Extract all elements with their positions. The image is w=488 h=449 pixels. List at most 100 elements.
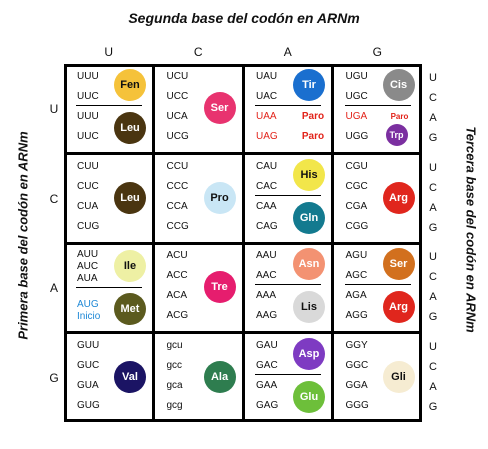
first-base-a: A [49, 281, 58, 295]
codon: CCA [166, 200, 188, 212]
codon: gcu [166, 339, 183, 351]
codon-cell: GGY GGC GGA GGG Gli [333, 333, 421, 421]
grid-vertical-line [331, 64, 334, 422]
codon: AGA [345, 290, 367, 301]
third-base-c: C [429, 92, 437, 104]
separator-line [255, 284, 321, 285]
third-base-u: U [429, 72, 437, 84]
codon-cell: GAU GAC GAA GAG Asp Glu [243, 333, 331, 421]
amino-acid-ile: Ile [114, 250, 146, 282]
codon: CCU [166, 160, 189, 172]
codon-cell: UCU UCC UCA UCG Ser [154, 64, 242, 152]
amino-acid-tir: Tir [293, 69, 325, 101]
amino-acid-cis: Cis [382, 69, 415, 101]
third-base-a: A [429, 201, 437, 214]
third-base-g: G [428, 311, 438, 323]
codon: UUC [77, 131, 99, 142]
codon: GGA [345, 379, 368, 391]
codon: UGC [345, 91, 368, 102]
codon: CAG [256, 220, 278, 232]
codon: UCG [166, 131, 189, 142]
third-base-c: C [429, 271, 437, 283]
stop-label: Paro [390, 112, 409, 121]
codon: ACU [166, 250, 188, 261]
amino-acid-his: His [293, 158, 325, 191]
codon: CGC [345, 180, 368, 192]
codon: CAU [256, 160, 278, 172]
codon-cell: GUU GUC GUA GUG Val [64, 333, 152, 421]
third-base-title: Tercera base del codón en ARNm [463, 126, 479, 333]
codon: UUU [77, 71, 99, 82]
grid-horizontal-line [64, 241, 422, 245]
codon: UCA [166, 111, 188, 122]
separator-line [344, 284, 411, 285]
first-base-title: Primera base del codón en ARNm [15, 131, 31, 340]
third-base-u: U [429, 161, 437, 174]
codon: CAC [256, 180, 278, 192]
third-base-u: U [429, 340, 437, 353]
codon: AUG [77, 299, 99, 310]
third-base-a: A [429, 380, 437, 393]
codon-cell: UAU UAC UAA UAG Paro Paro Tir [243, 64, 331, 152]
codon-cell: CGU CGC CGA CGG Arg [333, 154, 421, 242]
first-base-c: C [49, 191, 59, 206]
codon: AUA [77, 273, 98, 284]
amino-acid-fen: Fen [114, 69, 146, 101]
third-base-a: A [429, 291, 437, 303]
amino-acid-trp: Trp [385, 124, 408, 146]
third-base-a: A [429, 112, 437, 124]
codon: AAG [256, 310, 278, 321]
codon: UUC [77, 91, 99, 102]
codon: gcc [166, 359, 183, 371]
codon: AAC [256, 270, 277, 281]
codon: CCC [166, 180, 189, 192]
codon: GAC [256, 359, 278, 371]
codon: UCC [166, 91, 189, 102]
separator-line [344, 105, 411, 106]
codon: AGU [345, 250, 368, 261]
codon: CUA [77, 200, 99, 212]
third-base-c: C [429, 181, 437, 194]
amino-acid-leu: Leu [114, 112, 146, 144]
third-base-g: G [428, 400, 438, 413]
amino-acid-gln: Gln [293, 201, 325, 234]
codon: UUU [77, 111, 99, 122]
second-base-c: C [193, 45, 203, 59]
second-base-u: U [104, 45, 114, 59]
amino-acid-pro: Pro [203, 181, 236, 214]
codon: GUG [77, 399, 100, 411]
codon: GAA [256, 379, 278, 391]
amino-acid-gli: Gli [382, 360, 415, 393]
codon-cell: AAU AAC AAA AAG Asn Lis [243, 243, 331, 331]
amino-acid-tre: Tre [203, 271, 236, 303]
codon: CUC [77, 180, 99, 192]
codon-cell: CCU CCC CCA CCG Pro [154, 154, 242, 242]
amino-acid-leu: Leu [114, 181, 146, 214]
codon-cell: gcu gcc gca gcg Ala [154, 333, 242, 421]
codon: gca [166, 379, 183, 391]
codon: GAU [256, 339, 278, 351]
codon-cell: AGU AGC AGA AGG Ser Arg [333, 243, 421, 331]
codon: CUG [77, 220, 100, 232]
stop-label: Paro [301, 111, 325, 122]
separator-line [76, 287, 142, 288]
codon: UGA [345, 111, 368, 122]
amino-acid-lis: Lis [293, 291, 325, 323]
codon-cell: CUU CUC CUA CUG Leu [64, 154, 152, 242]
codon: ACA [166, 290, 188, 301]
amino-acid-asn: Asn [293, 248, 325, 280]
first-base-u: U [49, 102, 59, 116]
codon: gcg [166, 399, 183, 411]
amino-acid-met: Met [114, 293, 146, 325]
codon: UGG [345, 131, 369, 142]
codon: AGC [345, 270, 368, 281]
separator-line [255, 373, 321, 375]
codon: UAG [256, 131, 278, 142]
codon: AAA [256, 290, 277, 301]
codon: GAG [256, 399, 279, 411]
codon: UAU [256, 71, 278, 82]
codon: UCU [166, 71, 189, 82]
codon: CUU [77, 160, 99, 172]
third-base-g: G [428, 221, 438, 234]
codon: CGG [345, 220, 369, 232]
